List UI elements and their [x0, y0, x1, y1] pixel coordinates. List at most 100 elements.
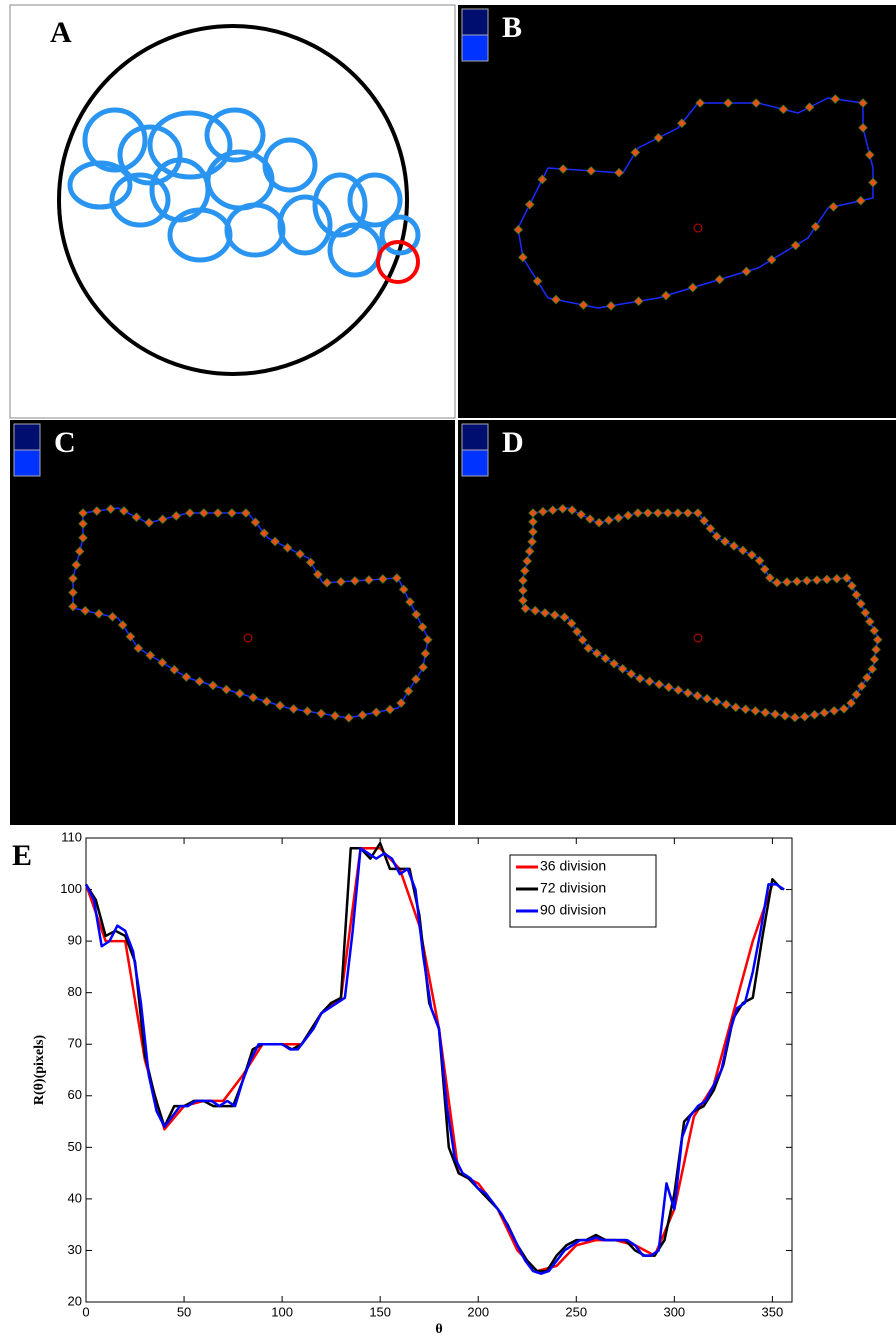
contour-point — [567, 505, 577, 515]
contour-point — [759, 564, 770, 575]
contour-point — [559, 612, 570, 623]
contour-point — [576, 509, 586, 520]
contour-point — [119, 506, 129, 516]
contour-point — [538, 506, 548, 517]
contour-point — [248, 692, 259, 703]
contour-point — [720, 536, 730, 547]
contour-point — [322, 577, 332, 588]
contour-point — [549, 610, 560, 620]
x-tick-label: 250 — [565, 1304, 587, 1319]
contour-point — [313, 569, 323, 580]
contour-point — [270, 536, 280, 547]
contour-point — [78, 532, 88, 543]
contour-point — [145, 650, 156, 661]
panel-label: E — [12, 839, 32, 872]
contour-point — [583, 643, 594, 654]
contour-point — [157, 657, 168, 668]
contour-point — [635, 673, 645, 684]
contour-point — [702, 693, 712, 704]
color-key — [13, 449, 41, 477]
y-tick-label: 60 — [68, 1087, 82, 1102]
contour-point — [869, 625, 880, 636]
contour-point — [790, 712, 800, 723]
contour-point — [695, 98, 705, 108]
panel-label: C — [54, 426, 76, 459]
contour-point — [420, 648, 431, 659]
contour-point — [181, 672, 192, 682]
contour-point — [829, 705, 839, 716]
contour-point — [644, 676, 655, 687]
highlight-circle — [376, 240, 420, 284]
contour-point — [169, 664, 180, 675]
contour-point — [302, 706, 313, 717]
contour-point — [282, 542, 293, 553]
contour-point — [227, 508, 237, 518]
y-tick-label: 30 — [68, 1242, 82, 1257]
contour-point — [117, 620, 128, 630]
contour-point — [772, 577, 782, 588]
contour-point — [802, 575, 812, 586]
contour-point — [711, 531, 722, 542]
contour-point — [871, 644, 881, 655]
contour-point — [830, 94, 841, 104]
x-tick-label: 300 — [663, 1304, 685, 1319]
contour-point — [723, 98, 733, 108]
contour-point — [94, 608, 104, 619]
contour-point — [513, 224, 524, 235]
contour-point — [411, 674, 421, 685]
contour-point — [68, 573, 78, 584]
contour-point — [295, 549, 305, 559]
contour-point — [518, 595, 528, 606]
panel-b: B — [458, 5, 896, 418]
contour-point — [653, 132, 664, 143]
contour-point — [524, 546, 535, 557]
contour-point — [858, 122, 868, 133]
contour-point — [585, 514, 595, 524]
contour-point — [614, 167, 624, 178]
contour-point — [663, 682, 674, 693]
contour-point — [107, 611, 118, 622]
contour-point — [578, 300, 589, 310]
contour-point — [770, 709, 780, 720]
contour-point — [417, 622, 428, 632]
contour-point — [371, 707, 382, 718]
contour-point — [819, 707, 830, 718]
contour-point — [557, 503, 568, 514]
contour-point — [131, 512, 142, 523]
contour-point — [241, 508, 251, 518]
contour-point — [530, 605, 541, 616]
contour-point — [305, 557, 316, 568]
y-tick-label: 90 — [68, 933, 82, 948]
contour-point — [540, 608, 550, 618]
contour-point — [846, 698, 856, 708]
contour-point — [809, 709, 820, 720]
contour-point — [385, 704, 395, 715]
y-tick-label: 70 — [68, 1036, 82, 1051]
contour-point — [865, 616, 875, 627]
panel-frame — [458, 5, 896, 418]
contour-point — [856, 681, 867, 691]
contour-point — [860, 607, 871, 618]
contour-point — [851, 590, 862, 600]
contour-point — [250, 517, 261, 528]
contour-point — [572, 626, 582, 637]
color-key — [13, 423, 41, 451]
y-tick-label: 110 — [61, 829, 82, 844]
contour-point — [520, 565, 530, 576]
contour-point — [364, 575, 374, 585]
contour-point — [330, 711, 340, 721]
contour-point — [92, 506, 102, 516]
panel-label: B — [502, 11, 522, 44]
contour-point — [677, 118, 687, 129]
contour-point — [692, 691, 703, 701]
contour-point — [78, 518, 88, 529]
contour-point — [547, 505, 558, 515]
contour-point — [828, 201, 839, 212]
contour-point — [592, 648, 602, 659]
contour-point — [653, 508, 663, 518]
contour-point — [673, 508, 683, 518]
contour-point — [613, 513, 624, 523]
contour-point — [705, 523, 716, 534]
contour-point — [527, 536, 537, 547]
